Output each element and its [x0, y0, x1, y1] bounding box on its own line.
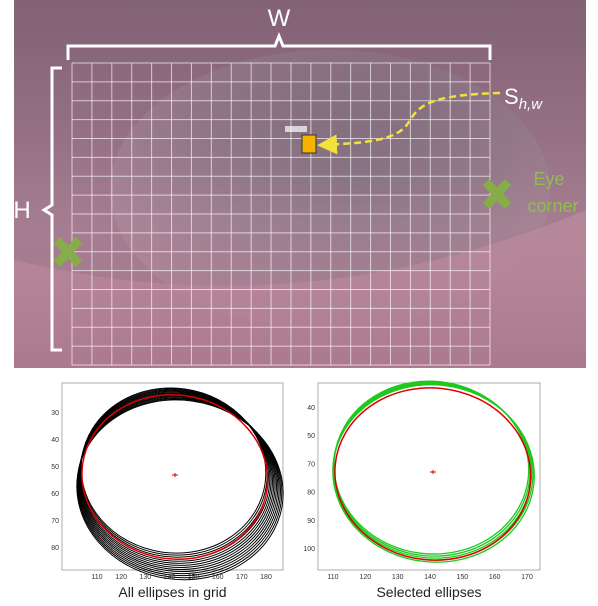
x-tick-label: 120: [115, 574, 127, 581]
y-tick-label: 40: [307, 405, 315, 412]
w-label: W: [268, 5, 291, 32]
y-tick-label: 60: [51, 491, 59, 498]
sample-letter: S: [504, 84, 519, 109]
x-tick-label: 160: [212, 574, 224, 581]
x-tick-label: 170: [521, 574, 533, 581]
plot-frame: [318, 383, 540, 570]
y-tick-label: 80: [51, 545, 59, 552]
x-tick-label: 110: [91, 574, 102, 581]
figure: W H Sh,w Eye corner 110 120 130 140 150 160 17…: [0, 0, 598, 606]
x-tick-label: 130: [139, 574, 151, 581]
x-tick-label: 160: [489, 574, 501, 581]
y-tick-label: 70: [307, 461, 315, 468]
x-tick-label: 170: [236, 574, 248, 581]
x-tick-label: 130: [392, 574, 404, 581]
y-tick-label: 80: [307, 490, 315, 497]
y-tick-label: 100: [303, 546, 315, 553]
x-tick-label: 120: [359, 574, 371, 581]
x-tick-label: 150: [188, 574, 200, 581]
y-tick-label: 50: [51, 464, 59, 471]
y-tick-label: 50: [307, 433, 315, 440]
x-tick-label: 180: [260, 574, 272, 581]
y-tick-label: 90: [307, 518, 315, 525]
sample-cell: [302, 135, 316, 153]
corner-label: Eye: [533, 169, 564, 189]
h-label: H: [13, 197, 30, 224]
x-tick-label: 150: [456, 574, 468, 581]
x-tick-label: 110: [327, 574, 338, 581]
plot-frame: [62, 383, 283, 570]
plot-caption: All ellipses in grid: [118, 584, 226, 600]
y-tick-label: 70: [51, 518, 59, 525]
sample-subscript: h,w: [519, 96, 544, 113]
corner-label: corner: [527, 196, 578, 216]
x-tick-label: 140: [164, 574, 176, 581]
x-tick-label: 140: [424, 574, 436, 581]
y-tick-label: 40: [51, 437, 59, 444]
plot-caption: Selected ellipses: [376, 584, 481, 600]
highlight: [285, 126, 307, 132]
y-tick-label: 30: [51, 410, 59, 417]
